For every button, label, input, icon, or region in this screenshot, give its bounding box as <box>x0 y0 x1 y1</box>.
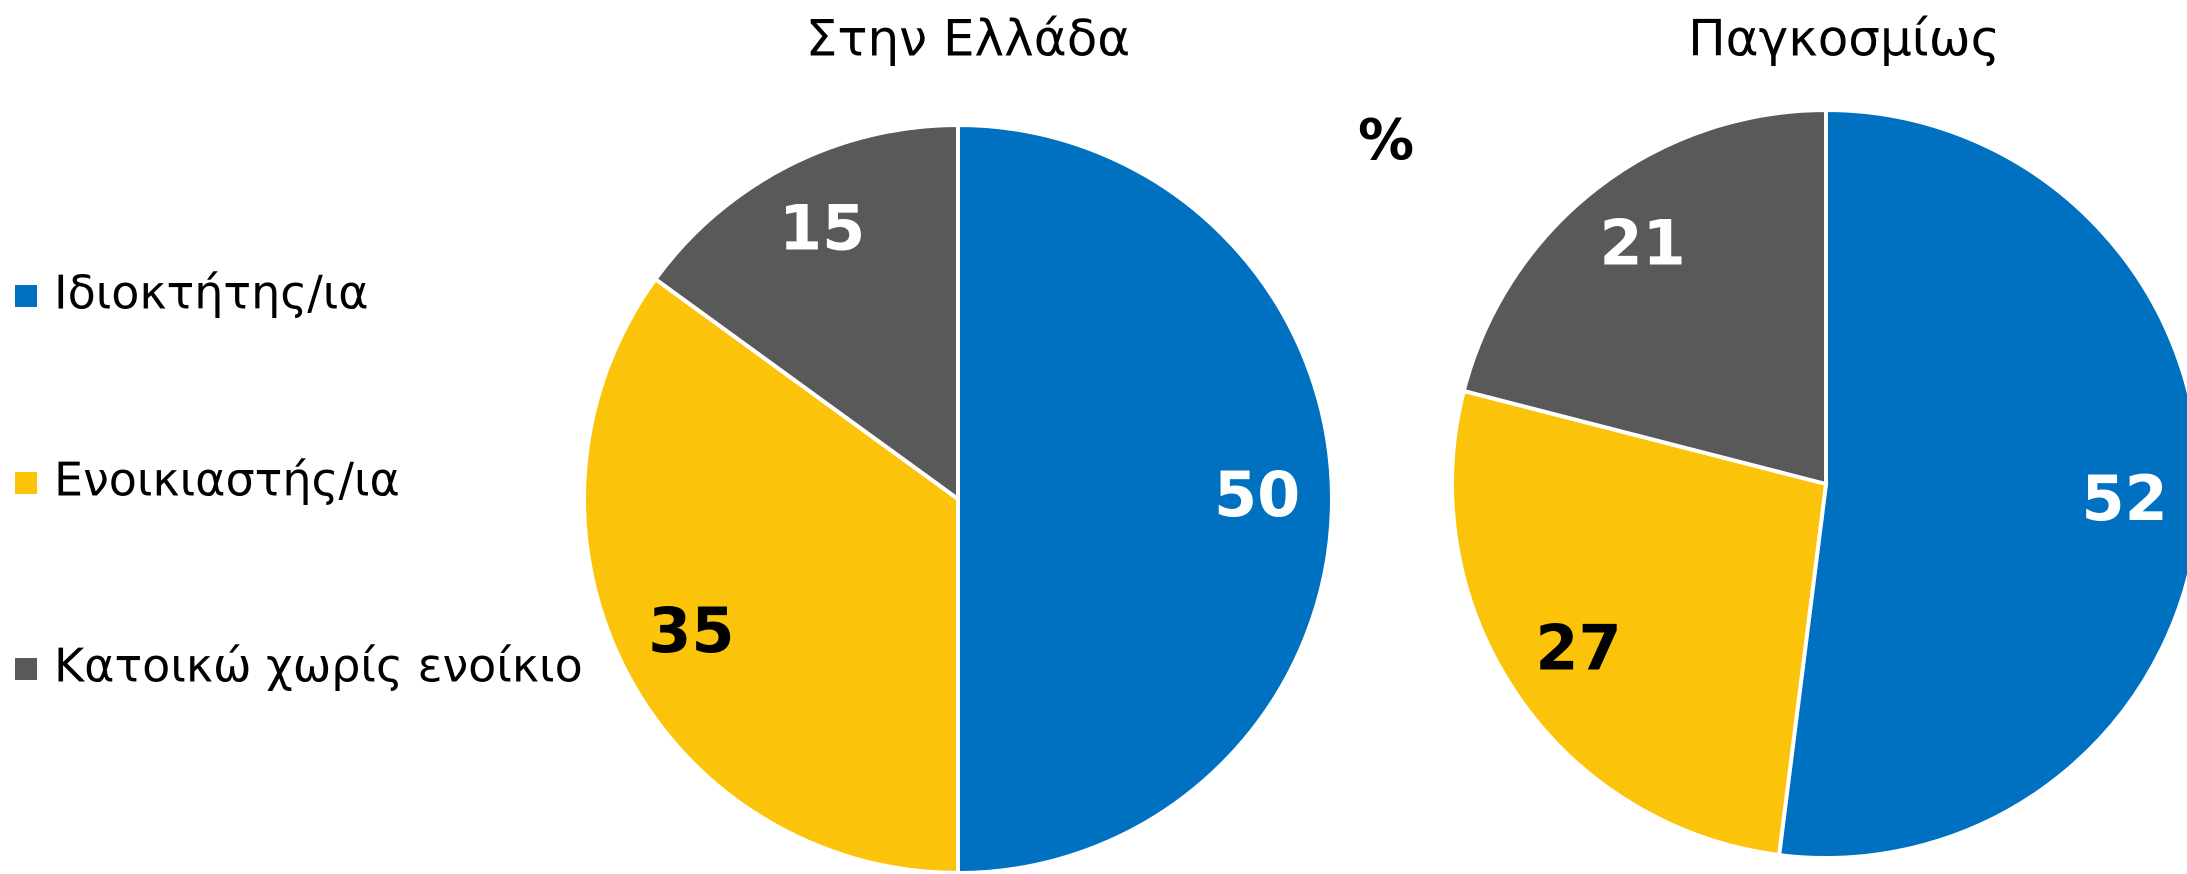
data-label: 27 <box>1535 611 1621 684</box>
pie-slice <box>1450 388 1829 858</box>
data-label: 21 <box>1599 207 1685 280</box>
data-label: 52 <box>2081 462 2167 535</box>
pie-slice <box>582 276 960 874</box>
pie-slice <box>1776 107 2187 860</box>
pie-slice <box>1461 107 1828 487</box>
data-label: 50 <box>1214 458 1300 531</box>
pie-slice <box>652 122 960 503</box>
legend-swatch <box>15 658 37 680</box>
legend-swatch <box>15 285 37 307</box>
legend-text: Κατοικώ χωρίς ενοίκιο <box>54 639 583 693</box>
legend-swatch <box>15 472 37 494</box>
unit-annotation: % <box>1358 108 1414 173</box>
pie-slice <box>956 122 1334 874</box>
chart-title: Στην Ελλάδα <box>806 10 1131 68</box>
chart-title: Παγκοσμίως <box>1688 10 2000 68</box>
data-label: 15 <box>779 192 865 265</box>
data-label: 35 <box>648 594 734 667</box>
legend-text: Ιδιοκτήτης/ια <box>54 266 369 320</box>
legend-text: Ενοικιαστής/ια <box>54 453 400 507</box>
